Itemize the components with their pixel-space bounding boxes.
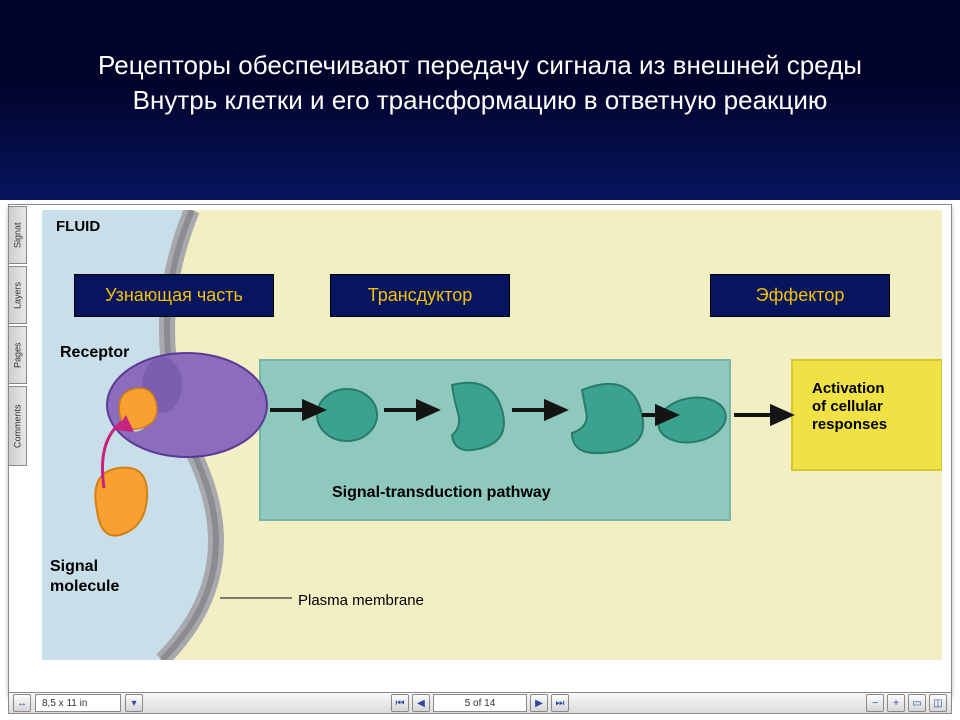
label-signal-1: Signal bbox=[50, 558, 98, 576]
side-tabs: Signat Layers Pages Comments bbox=[9, 206, 29, 468]
page-indicator: 5 of 14 bbox=[433, 694, 527, 712]
label-receptor: Receptor bbox=[60, 344, 129, 362]
expand-button[interactable]: ↔ bbox=[13, 694, 31, 712]
overlay-transducer-label: Трансдуктор bbox=[368, 285, 473, 305]
side-tab-pages[interactable]: Pages bbox=[9, 326, 27, 384]
overlay-effector: Эффектор bbox=[710, 274, 890, 317]
page-size-readout: 8,5 x 11 in bbox=[35, 694, 121, 712]
overlay-transducer: Трансдуктор bbox=[330, 274, 510, 317]
view-mode-button[interactable]: ▭ bbox=[908, 694, 926, 712]
prev-page-button[interactable]: ◀ bbox=[412, 694, 430, 712]
side-tab-layers[interactable]: Layers bbox=[9, 266, 27, 324]
next-page-button[interactable]: ▶ bbox=[530, 694, 548, 712]
reader-status-bar: ↔ 8,5 x 11 in ▾ ⏮ ◀ 5 of 14 ▶ ⏭ − + ▭ ◫ bbox=[8, 692, 952, 714]
zoom-in-button[interactable]: + bbox=[887, 694, 905, 712]
zoom-out-button[interactable]: − bbox=[866, 694, 884, 712]
label-activation-1: Activation bbox=[812, 380, 885, 397]
label-fluid: FLUID bbox=[56, 218, 100, 235]
label-activation-3: responses bbox=[812, 416, 887, 433]
first-page-button[interactable]: ⏮ bbox=[391, 694, 409, 712]
overlay-effector-label: Эффектор bbox=[756, 285, 845, 305]
page-size-menu-button[interactable]: ▾ bbox=[125, 694, 143, 712]
overlay-recognizer-label: Узнающая часть bbox=[105, 285, 243, 305]
side-tab-comments[interactable]: Comments bbox=[9, 386, 27, 466]
overlay-recognizer: Узнающая часть bbox=[74, 274, 274, 317]
page-navigator: ⏮ ◀ 5 of 14 ▶ ⏭ bbox=[391, 694, 569, 712]
side-tab-signatures[interactable]: Signat bbox=[9, 206, 27, 264]
slide-title: Рецепторы обеспечивают передачу сигнала … bbox=[0, 0, 960, 200]
title-line-2: Внутрь клетки и его трансформацию в отве… bbox=[0, 83, 960, 118]
label-membrane: Plasma membrane bbox=[298, 592, 424, 609]
title-line-1: Рецепторы обеспечивают передачу сигнала … bbox=[0, 48, 960, 83]
label-pathway: Signal-transduction pathway bbox=[332, 484, 551, 502]
label-signal-2: molecule bbox=[50, 578, 119, 596]
fit-page-button[interactable]: ◫ bbox=[929, 694, 947, 712]
label-activation-2: of cellular bbox=[812, 398, 883, 415]
last-page-button[interactable]: ⏭ bbox=[551, 694, 569, 712]
